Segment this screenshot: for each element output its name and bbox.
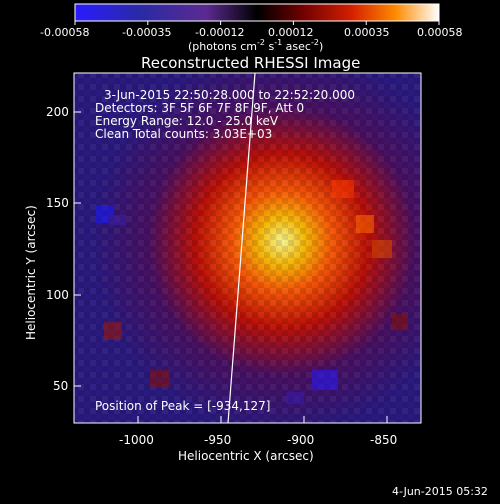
info-line: Clean Total counts: 3.03E+03	[95, 127, 272, 141]
colorbar-tick-label: -0.00012	[195, 26, 244, 39]
artifact-blocks	[96, 180, 408, 404]
x-tick-label: -1000	[119, 433, 154, 447]
colorbar-units: (photons cm-2 s-1 asec-2)	[188, 38, 323, 53]
y-tick-label: 50	[53, 379, 68, 393]
solar-limb-line	[227, 72, 256, 424]
x-axis-label: Heliocentric X (arcsec)	[178, 449, 314, 463]
rhessi-image	[73, 72, 422, 424]
colorbar-tick-label: -0.00035	[122, 26, 171, 39]
x-tick-label: -900	[287, 433, 314, 447]
plot-frame	[73, 72, 422, 424]
pixel-texture	[74, 73, 421, 423]
y-tick-label: 150	[46, 196, 69, 210]
info-line: Energy Range: 12.0 - 25.0 keV	[95, 114, 279, 128]
colorbar-gradient	[74, 3, 440, 22]
peak-position: Position of Peak = [-934,127]	[95, 399, 270, 413]
y-axis: 50 100 150 200 Heliocentric Y (arcsec)	[24, 105, 81, 393]
colorbar-ticks	[74, 21, 440, 25]
x-tick-label: -950	[204, 433, 231, 447]
y-axis-label: Heliocentric Y (arcsec)	[24, 205, 38, 340]
x-tick-label: -850	[370, 433, 397, 447]
colorbar-tick-label: 0.00035	[344, 26, 390, 39]
y-tick-label: 200	[46, 105, 69, 119]
colorbar-tick-label: 0.00012	[268, 26, 314, 39]
colorbar: -0.00058 -0.00035 -0.00012 0.00012 0.000…	[40, 3, 463, 53]
info-line: Detectors: 3F 5F 6F 7F 8F 9F, Att 0	[95, 101, 304, 115]
generation-timestamp: 4-Jun-2015 05:32	[392, 485, 488, 498]
y-tick-label: 100	[46, 288, 69, 302]
info-line: 3-Jun-2015 22:50:28.000 to 22:52:20.000	[104, 88, 355, 102]
colorbar-tick-label: -0.00058	[40, 26, 89, 39]
info-block: 3-Jun-2015 22:50:28.000 to 22:52:20.000 …	[95, 88, 355, 413]
x-axis: -1000 -950 -900 -850 Heliocentric X (arc…	[119, 416, 397, 463]
plot-title: Reconstructed RHESSI Image	[141, 54, 360, 72]
colorbar-tick-label: 0.00058	[417, 26, 463, 39]
